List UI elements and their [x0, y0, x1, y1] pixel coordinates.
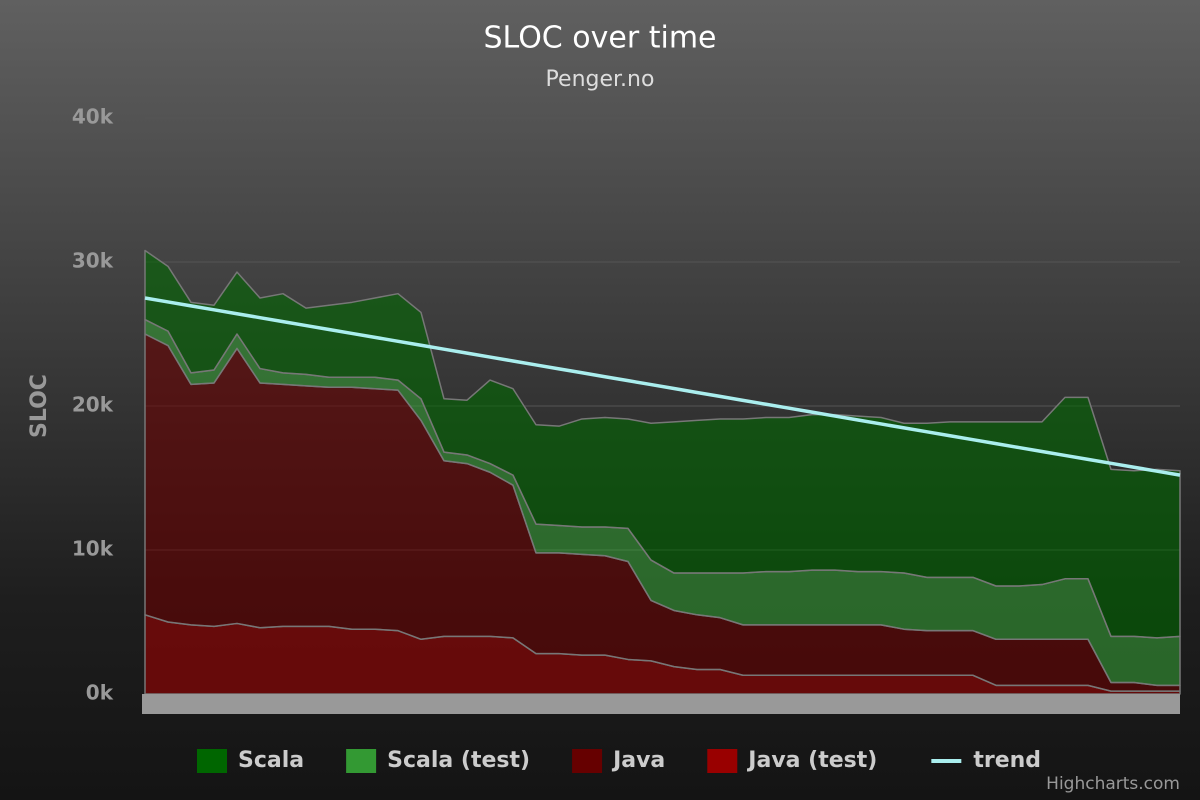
x-axis-bar — [142, 694, 1180, 714]
legend-label: Java (test) — [746, 748, 877, 773]
y-tick-label: 10k — [72, 537, 114, 561]
credits: Highcharts.com — [1046, 774, 1180, 794]
legend-label: Scala — [238, 748, 304, 773]
legend-symbol — [197, 749, 227, 773]
legend-label: trend — [973, 748, 1041, 773]
y-tick-label: 20k — [72, 393, 114, 417]
area — [144, 249, 1181, 639]
legend-label: Java — [611, 748, 665, 773]
legend-symbol — [346, 749, 377, 773]
y-tick-label: 40k — [72, 105, 114, 129]
y-tick-label: 30k — [72, 249, 114, 273]
legend-symbol — [572, 749, 603, 773]
legend-label: Scala (test) — [387, 748, 530, 773]
trend-line — [144, 296, 1181, 477]
chart-subtitle: Penger.no — [546, 67, 655, 92]
chart-title: SLOC over time — [484, 21, 717, 56]
y-tick-label: 0k — [86, 681, 114, 705]
legend-symbol — [707, 749, 738, 773]
y-axis-title: SLOC — [27, 374, 52, 438]
